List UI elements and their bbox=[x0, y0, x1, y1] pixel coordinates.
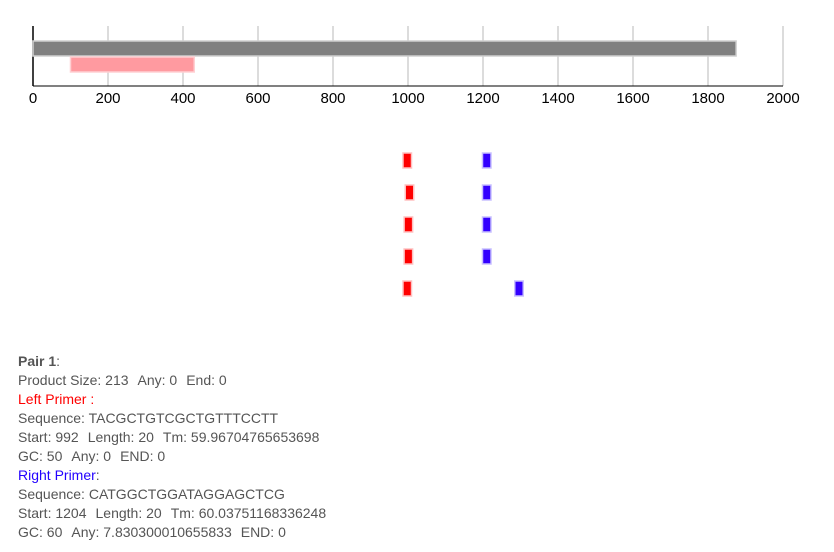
axis-tick-label-800: 800 bbox=[320, 90, 345, 107]
product-any-value: 0 bbox=[169, 372, 178, 388]
pair-details: Pair 1: Product Size: 213 Any: 0 End: 0 Le… bbox=[18, 352, 326, 542]
left-start-label: Start: bbox=[18, 429, 52, 445]
right-primer-title: Right Primer bbox=[18, 467, 96, 483]
left-any-label: Any: bbox=[71, 448, 100, 464]
target-region-bar bbox=[69, 56, 195, 73]
right-any-value: 7.830300010655833 bbox=[103, 524, 232, 540]
right-primer-mark-4 bbox=[481, 248, 492, 265]
axis-tick-label-1600: 1600 bbox=[616, 90, 649, 107]
right-sequence-value: CATGGCTGGATAGGAGCTCG bbox=[88, 486, 285, 502]
left-primer-mark-4 bbox=[403, 248, 414, 265]
left-length-value: 20 bbox=[138, 429, 154, 445]
left-gc-label: GC: bbox=[18, 448, 43, 464]
product-info: Product Size: 213 Any: 0 End: 0 bbox=[18, 371, 326, 390]
axis-tick-label-0: 0 bbox=[29, 90, 37, 107]
right-primer-colon: : bbox=[95, 467, 100, 483]
right-sequence-label: Sequence: bbox=[18, 486, 85, 502]
axis-tick-label-1400: 1400 bbox=[541, 90, 574, 107]
left-primer-gc: GC: 50 Any: 0 END: 0 bbox=[18, 447, 326, 466]
left-sequence-label: Sequence: bbox=[18, 410, 85, 426]
right-tm-label: Tm: bbox=[170, 505, 195, 521]
product-size-label: Product Size: bbox=[18, 372, 102, 388]
left-any-value: 0 bbox=[103, 448, 112, 464]
pair-colon: : bbox=[56, 353, 61, 369]
left-primer-mark-2 bbox=[404, 184, 415, 201]
sequence-bars bbox=[32, 40, 737, 73]
left-start-value: 992 bbox=[55, 429, 79, 445]
axis-tick-label-200: 200 bbox=[95, 90, 120, 107]
right-primer-heading: Right Primer: bbox=[18, 466, 326, 485]
sequence-bar bbox=[32, 40, 737, 57]
product-any-label: Any: bbox=[137, 372, 166, 388]
right-primer-mark-3 bbox=[481, 216, 492, 233]
axis-tick-label-1000: 1000 bbox=[391, 90, 424, 107]
right-length-label: Length: bbox=[95, 505, 143, 521]
pair-title: Pair 1 bbox=[18, 353, 57, 369]
axis-tick-label-600: 600 bbox=[245, 90, 270, 107]
left-sequence-value: TACGCTGTCGCTGTTTCCTT bbox=[88, 410, 279, 426]
right-primer-mark-1 bbox=[481, 152, 492, 169]
right-end-label: END: bbox=[240, 524, 275, 540]
right-primer-sequence: Sequence: CATGGCTGGATAGGAGCTCG bbox=[18, 485, 326, 504]
left-primer-mark-1 bbox=[402, 152, 413, 169]
primer-map: 0 200 400 600 800 1000 1200 1400 1600 1800 2000 bbox=[29, 26, 800, 297]
product-end-label: End: bbox=[186, 372, 216, 388]
right-start-value: 1204 bbox=[55, 505, 87, 521]
right-start-label: Start: bbox=[18, 505, 52, 521]
left-primer-mark-5 bbox=[402, 280, 413, 297]
right-end-value: 0 bbox=[278, 524, 286, 540]
primer-pairs bbox=[402, 152, 524, 297]
left-primer-sequence: Sequence: TACGCTGTCGCTGTTTCCTT bbox=[18, 409, 326, 428]
right-tm-value: 60.03751168336248 bbox=[198, 505, 327, 521]
left-gc-value: 50 bbox=[46, 448, 63, 464]
product-size-value: 213 bbox=[105, 372, 129, 388]
right-any-label: Any: bbox=[71, 524, 100, 540]
left-primer-title: Left Primer : bbox=[18, 391, 95, 407]
left-primer-mark-3 bbox=[403, 216, 414, 233]
right-primer-gc: GC: 60 Any: 7.830300010655833 END: 0 bbox=[18, 523, 326, 542]
left-primer-stats: Start: 992 Length: 20 Tm: 59.9670476565369… bbox=[18, 428, 326, 447]
axis-tick-label-1200: 1200 bbox=[466, 90, 499, 107]
pair-heading: Pair 1: bbox=[18, 352, 326, 371]
right-length-value: 20 bbox=[146, 505, 162, 521]
product-end-value: 0 bbox=[218, 372, 227, 388]
left-tm-label: Tm: bbox=[162, 429, 188, 445]
axis-tick-label-1800: 1800 bbox=[691, 90, 724, 107]
right-gc-value: 60 bbox=[46, 524, 63, 540]
right-gc-label: GC: bbox=[18, 524, 43, 540]
axis-tick-label-400: 400 bbox=[170, 90, 195, 107]
left-end-label: END: bbox=[120, 448, 154, 464]
right-primer-stats: Start: 1204 Length: 20 Tm: 60.037511683362… bbox=[18, 504, 326, 523]
right-primer-mark-5 bbox=[514, 280, 524, 297]
left-end-value: 0 bbox=[157, 448, 166, 464]
left-tm-value: 59.96704765653698 bbox=[190, 429, 320, 445]
right-primer-mark-2 bbox=[481, 184, 492, 201]
axis-tick-label-2000: 2000 bbox=[766, 90, 799, 107]
left-length-label: Length: bbox=[87, 429, 135, 445]
